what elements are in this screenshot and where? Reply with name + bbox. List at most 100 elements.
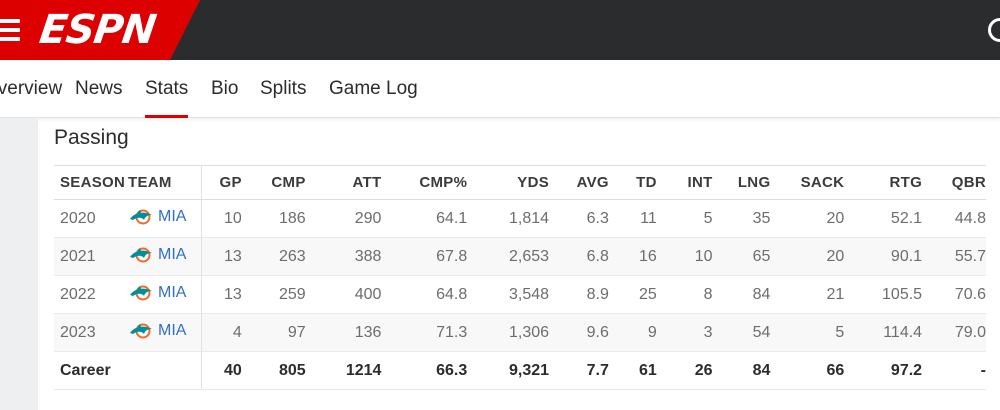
stat-cell: 13 [201,275,242,314]
team-abbr[interactable]: MIA [157,207,187,225]
tab-overview[interactable]: Overview [0,78,63,99]
column-header[interactable]: CMP% [381,165,468,200]
career-stat-cell: 66 [770,351,845,390]
stat-cell: 21 [770,275,845,314]
stat-cell: 54 [712,313,771,352]
column-header[interactable]: INT [656,165,713,200]
tab-stats[interactable]: Stats [145,60,189,118]
season-cell: 2022 [54,275,128,314]
stat-cell: 90.1 [844,237,923,276]
table-row: 2021 MIA 13 263 388 67.8 2,653 6.8 16 10 65 20 90.1 5… [54,237,986,276]
stat-cell: 105.5 [844,275,923,314]
player-tabs: Overview News Stats Bio Splits Game Log [0,60,1000,118]
column-header[interactable]: TD [608,165,657,200]
stat-cell: 290 [305,199,382,238]
section-title: Passing [54,126,129,149]
team-abbr[interactable]: MIA [157,245,187,263]
team-abbr[interactable]: MIA [157,321,187,339]
team-abbr[interactable]: MIA [157,283,187,301]
tab-game-log[interactable]: Game Log [329,78,418,99]
career-stat-cell: 66.3 [381,351,468,390]
team-link[interactable]: MIA [128,322,186,340]
team-link[interactable]: MIA [128,284,186,302]
stat-cell: 97 [241,313,306,352]
career-stat-cell: 97.2 [844,351,923,390]
stat-cell: 44.8 [922,199,986,238]
career-stat-cell: 9,321 [467,351,550,390]
stat-cell: 2,653 [467,237,550,276]
stat-cell: 8.9 [549,275,609,314]
menu-icon[interactable] [0,19,20,41]
team-cell: MIA [127,313,203,352]
career-stat-cell: 61 [608,351,657,390]
column-header[interactable]: GP [201,165,242,200]
top-navigation-bar: ESPN [0,0,1000,60]
table-row: 2022 MIA 13 259 400 64.8 3,548 8.9 25 8 84 21 105.5 7… [54,275,986,314]
column-header[interactable]: AVG [549,165,609,200]
career-stat-cell: 84 [712,351,771,390]
stat-cell: 70.6 [922,275,986,314]
column-header[interactable]: QBR [922,165,986,200]
stat-cell: 11 [608,199,657,238]
column-header[interactable]: SEASON [54,165,128,200]
stat-cell: 5 [770,313,845,352]
column-header[interactable]: SACK [770,165,845,200]
stat-cell: 65 [712,237,771,276]
career-stat-cell: 805 [241,351,306,390]
stat-cell: 388 [305,237,382,276]
team-cell: MIA [127,237,203,276]
stat-cell: 259 [241,275,306,314]
stat-cell: 55.7 [922,237,986,276]
team-link[interactable]: MIA [128,246,186,264]
table-header-row: SEASON TEAM GP CMP ATT CMP% YDS AVG TD I… [54,165,986,200]
stat-cell: 64.1 [381,199,468,238]
stat-cell: 263 [241,237,306,276]
career-stat-cell: 1214 [305,351,382,390]
career-stat-cell: - [922,351,986,390]
stat-cell: 5 [656,199,713,238]
stat-cell: 6.8 [549,237,609,276]
tab-bio[interactable]: Bio [211,78,239,99]
stat-cell: 8 [656,275,713,314]
stat-cell: 1,306 [467,313,550,352]
stat-cell: 64.8 [381,275,468,314]
column-header[interactable]: ATT [305,165,382,200]
stat-cell: 4 [201,313,242,352]
stat-cell: 114.4 [844,313,923,352]
column-header[interactable]: CMP [241,165,306,200]
stat-cell: 35 [712,199,771,238]
stat-cell: 16 [608,237,657,276]
career-stat-cell: 26 [656,351,713,390]
espn-logo[interactable]: ESPN [36,7,159,53]
dolphins-logo-icon [129,323,152,338]
tab-news[interactable]: News [75,78,123,99]
career-totals-row: Career 40 805 1214 66.3 9,321 7.7 61 26 84 66 97.2- [54,351,986,390]
account-icon[interactable] [988,18,1000,42]
stat-cell: 10 [201,199,242,238]
stat-cell: 20 [770,237,845,276]
stat-cell: 400 [305,275,382,314]
column-header[interactable]: RTG [844,165,923,200]
stat-cell: 84 [712,275,771,314]
stat-cell: 186 [241,199,306,238]
left-gutter [0,119,38,410]
team-link[interactable]: MIA [128,208,186,226]
season-cell: 2020 [54,199,128,238]
stat-cell: 79.0 [922,313,986,352]
table-row: 2023 MIA 4 97 136 71.3 1,306 9.6 9 3 54 5 114.4 79.0 [54,313,986,352]
tab-splits[interactable]: Splits [260,78,307,99]
stat-cell: 52.1 [844,199,923,238]
column-header[interactable]: YDS [467,165,550,200]
career-stat-cell [127,351,203,390]
team-cell: MIA [127,199,203,238]
team-cell: MIA [127,275,203,314]
stat-cell: 6.3 [549,199,609,238]
stat-cell: 10 [656,237,713,276]
column-header[interactable]: TEAM [127,165,203,200]
stat-cell: 25 [608,275,657,314]
career-stat-cell: 7.7 [549,351,609,390]
season-cell: 2021 [54,237,128,276]
stat-cell: 3,548 [467,275,550,314]
career-label: Career [54,351,128,390]
column-header[interactable]: LNG [712,165,771,200]
